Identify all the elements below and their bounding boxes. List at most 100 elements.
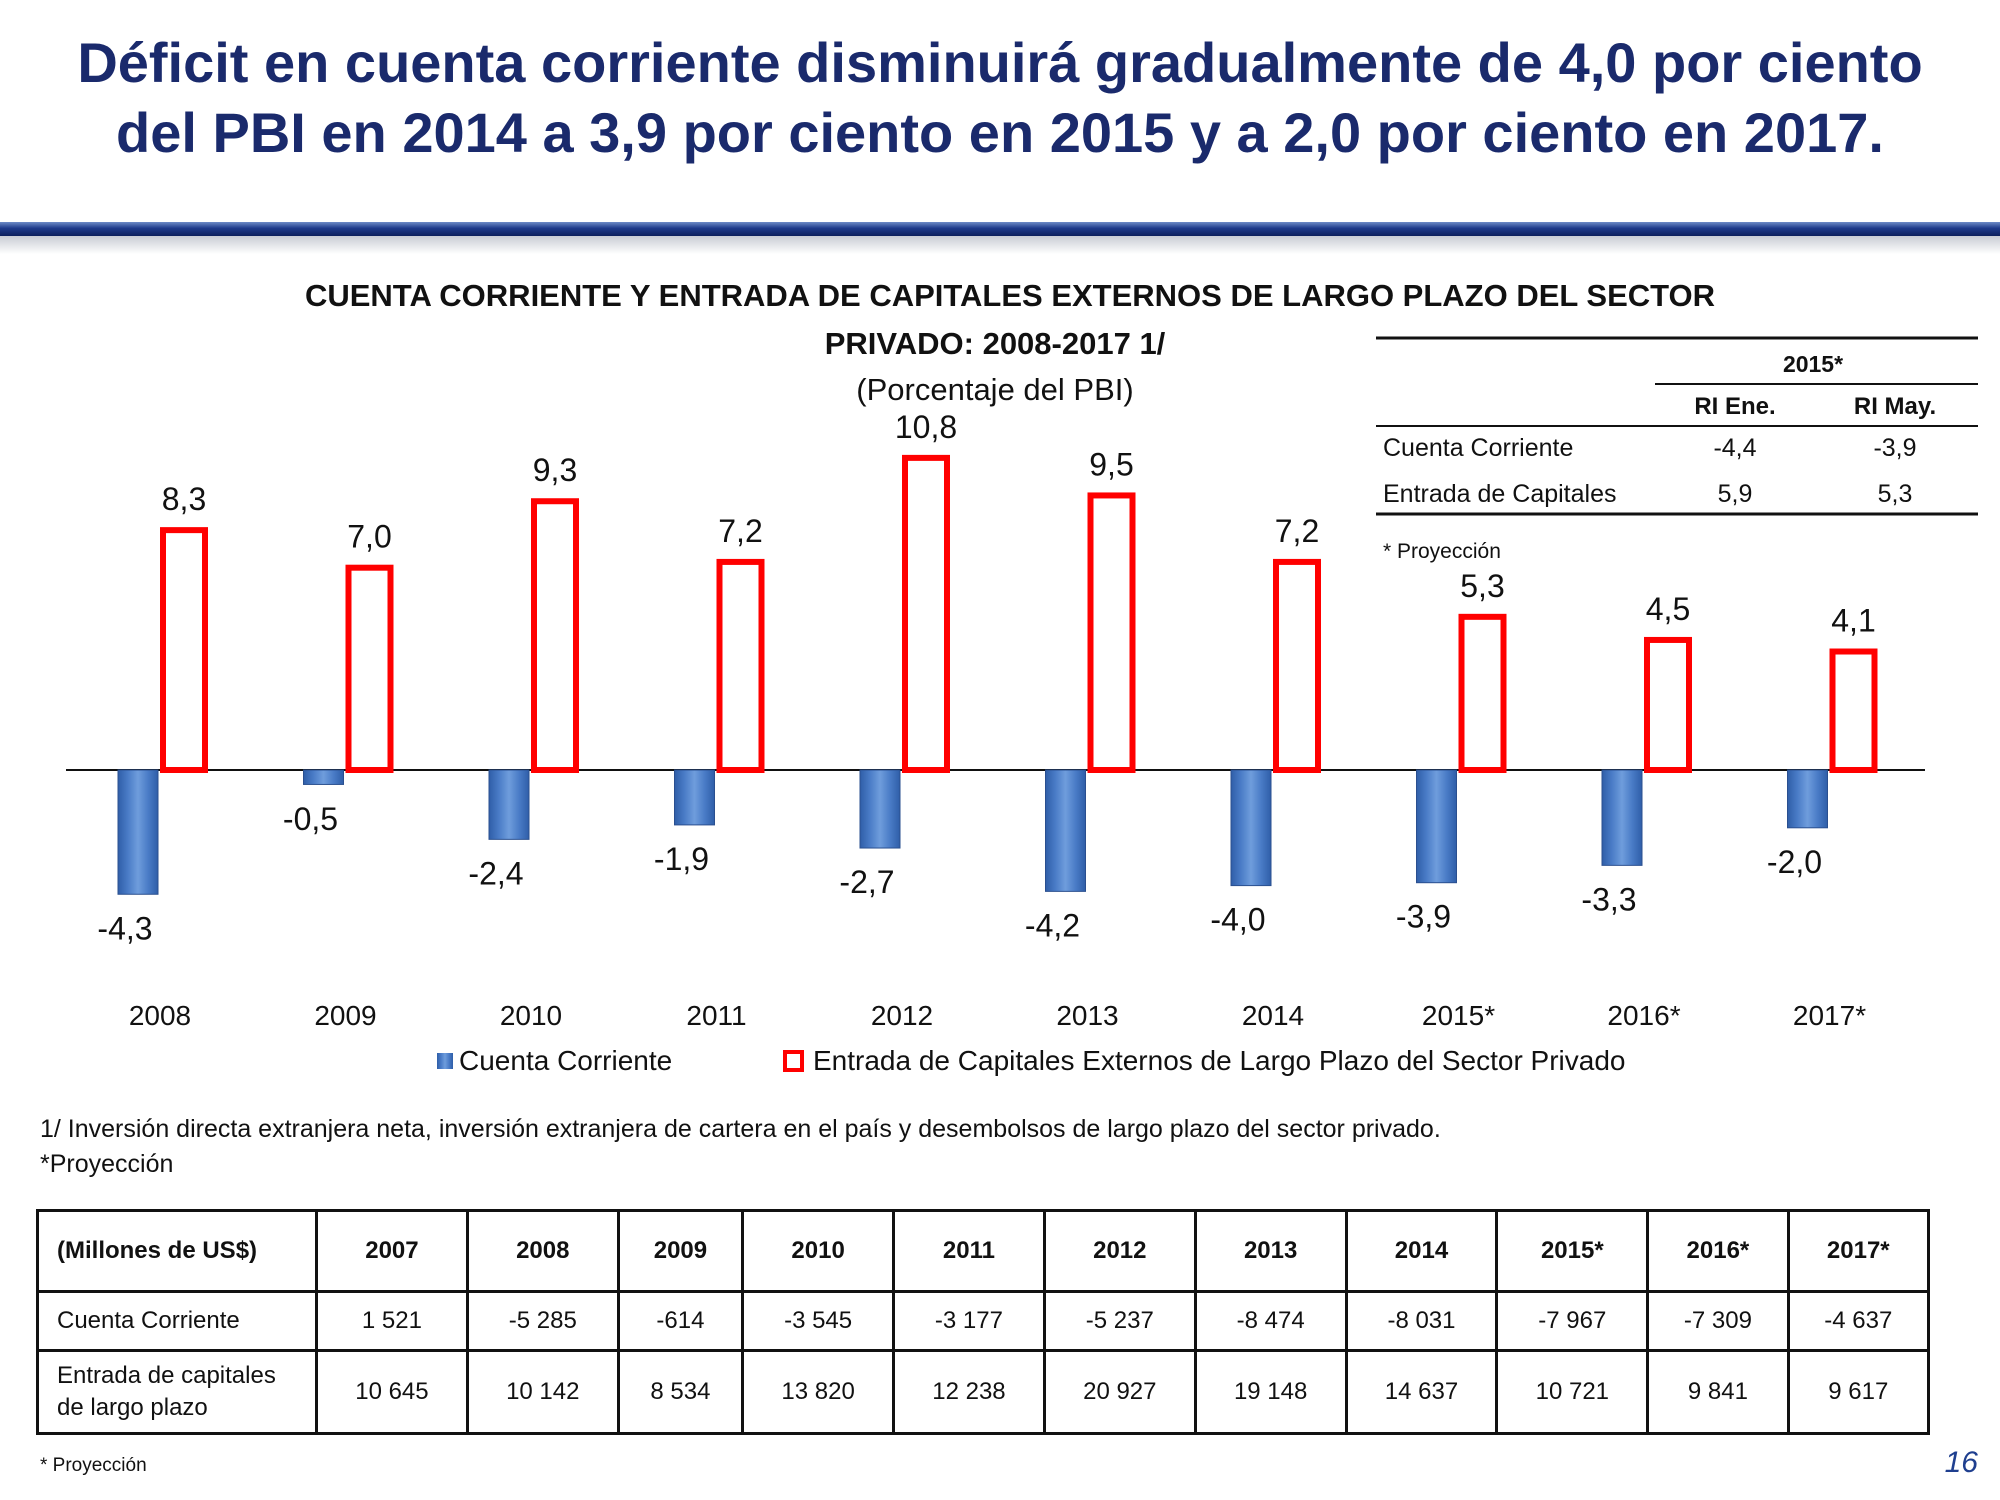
bar-entrada-capitales	[902, 454, 950, 773]
footnote-line2: *Proyección	[40, 1150, 174, 1178]
inset-col-ri-may: RI May.	[1854, 393, 1936, 420]
bar-cuenta-corriente	[488, 769, 530, 840]
table-header-label: (Millones de US$)	[36, 1209, 318, 1293]
x-tick-label: 2010	[500, 1000, 562, 1031]
data-label-cuenta-corriente: -4,3	[97, 910, 152, 946]
bar-entrada-capitales	[1458, 613, 1507, 774]
chart-footnote: 1/ Inversión directa extranjera neta, in…	[40, 1112, 1441, 1182]
table-header-year: 2010	[741, 1209, 896, 1293]
inset-row-label: Cuenta Corriente	[1383, 434, 1573, 462]
table-header-year: 2012	[1042, 1209, 1197, 1293]
bar-entrada-capitales	[345, 564, 394, 774]
table-row-label: Cuenta Corriente	[36, 1290, 318, 1352]
table-cell: 19 148	[1193, 1349, 1348, 1435]
bar-cuenta-corriente	[1787, 769, 1828, 829]
table-row-label: Entrada de capitales de largo plazo	[36, 1349, 318, 1435]
table-cell: -3 545	[741, 1290, 896, 1352]
table-cell: -5 285	[465, 1290, 620, 1352]
x-tick-label: 2015*	[1422, 1000, 1495, 1031]
table-row-label-line2: de largo plazo	[57, 1394, 208, 1421]
bar-cuenta-corriente	[1601, 769, 1643, 866]
bar-entrada-capitales	[531, 498, 579, 773]
bar-cuenta-corriente	[1230, 769, 1272, 887]
chart-subtitle: (Porcentaje del PBI)	[856, 372, 1133, 407]
inset-col-ri-ene: RI Ene.	[1694, 393, 1775, 420]
x-tick-label: 2014	[1242, 1000, 1304, 1031]
data-label-entrada-capitales: 4,5	[1646, 591, 1690, 627]
table-cell: -3 177	[892, 1290, 1046, 1352]
bar-cuenta-corriente	[117, 769, 159, 895]
slide-title-line2: del PBI en 2014 a 3,9 por ciento en 2015…	[116, 101, 1884, 164]
table-cell: -4 637	[1786, 1290, 1931, 1352]
table-cell: 9 617	[1786, 1349, 1931, 1435]
inset-table: 2015* RI Ene. RI May. Cuenta Corriente -…	[1376, 336, 1978, 563]
table-cell: -5 237	[1042, 1290, 1197, 1352]
table-cell: -7 967	[1495, 1290, 1650, 1352]
chart-title-line1: CUENTA CORRIENTE Y ENTRADA DE CAPITALES …	[305, 278, 1715, 313]
data-label-cuenta-corriente: -2,7	[839, 864, 894, 900]
table-header-year: 2016*	[1646, 1209, 1790, 1293]
data-label-entrada-capitales: 4,1	[1831, 603, 1875, 639]
table-cell: -7 309	[1646, 1290, 1790, 1352]
data-label-entrada-capitales: 7,2	[718, 513, 762, 549]
table-header-year: 2011	[892, 1209, 1046, 1293]
bars-layer	[117, 454, 1878, 895]
legend: Cuenta Corriente Entrada de Capitales Ex…	[437, 1045, 1625, 1076]
data-table: (Millones de US$) 2007 2008 2009 2010 20…	[36, 1209, 1931, 1435]
table-cell: 1 521	[315, 1290, 469, 1352]
bar-cuenta-corriente	[1416, 769, 1457, 884]
legend-label-cuenta-corriente: Cuenta Corriente	[459, 1045, 672, 1076]
table-row: Cuenta Corriente 1 521 -5 285 -614 -3 54…	[36, 1290, 1931, 1352]
inset-group-header: 2015*	[1783, 351, 1843, 377]
table-cell: 10 721	[1495, 1349, 1650, 1435]
legend-label-entrada-capitales: Entrada de Capitales Externos de Largo P…	[813, 1045, 1625, 1076]
page-number: 16	[1944, 1446, 1978, 1479]
data-label-entrada-capitales: 9,3	[533, 452, 577, 488]
inset-cell: 5,9	[1718, 480, 1753, 508]
x-tick-label: 2011	[686, 1000, 746, 1031]
table-header-year: 2014	[1344, 1209, 1499, 1293]
bar-cuenta-corriente	[859, 769, 901, 849]
bar-cuenta-corriente	[1045, 769, 1086, 892]
chart-title-line2: PRIVADO: 2008-2017 1/	[825, 326, 1166, 361]
bottom-note: * Proyección	[40, 1455, 147, 1476]
inset-cell: 5,3	[1878, 480, 1913, 508]
data-label-entrada-capitales: 10,8	[895, 409, 957, 445]
table-cell: -8 031	[1344, 1290, 1499, 1352]
table-cell: 9 841	[1646, 1349, 1790, 1435]
header-divider-shadow	[0, 236, 2000, 254]
table-row-label-line1: Entrada de capitales	[57, 1362, 276, 1389]
data-label-cuenta-corriente: -2,4	[468, 855, 523, 891]
x-tick-label: 2013	[1056, 1000, 1118, 1031]
slide-title-line1: Déficit en cuenta corriente disminuirá g…	[77, 31, 1923, 94]
bar-entrada-capitales	[1273, 558, 1321, 773]
table-cell: 20 927	[1042, 1349, 1197, 1435]
table-header-year: 2008	[465, 1209, 620, 1293]
legend-marker-cuenta-corriente	[437, 1053, 453, 1069]
table-header-year: 2007	[315, 1209, 469, 1293]
data-label-entrada-capitales: 5,3	[1460, 568, 1504, 604]
table-cell: 13 820	[741, 1349, 896, 1435]
data-label-cuenta-corriente: -0,5	[283, 801, 338, 837]
slide-title: Déficit en cuenta corriente disminuirá g…	[0, 28, 2000, 168]
inset-cell: -3,9	[1873, 434, 1916, 462]
data-label-entrada-capitales: 8,3	[162, 481, 206, 517]
table-header-year: 2015*	[1495, 1209, 1650, 1293]
bar-cuenta-corriente	[303, 769, 344, 785]
table-header-row: (Millones de US$) 2007 2008 2009 2010 20…	[36, 1209, 1931, 1293]
labels-layer: 8,3 -4,3 2008 7,0 -0,5 2009 9,3 -2,4 2010 7,2 -1,9…	[97, 409, 1875, 1031]
bar-entrada-capitales	[160, 527, 208, 773]
table-cell: 12 238	[892, 1349, 1046, 1435]
data-label-cuenta-corriente: -3,3	[1581, 881, 1636, 917]
data-label-cuenta-corriente: -4,0	[1210, 902, 1265, 938]
table-header-year: 2009	[616, 1209, 745, 1293]
data-label-cuenta-corriente: -3,9	[1396, 899, 1451, 935]
table-header-year: 2013	[1193, 1209, 1348, 1293]
bar-entrada-capitales	[1829, 648, 1878, 774]
chart: CUENTA CORRIENTE Y ENTRADA DE CAPITALES …	[66, 278, 1978, 1076]
inset-cell: -4,4	[1713, 434, 1756, 462]
data-label-entrada-capitales: 7,2	[1275, 513, 1319, 549]
footnote-line1: 1/ Inversión directa extranjera neta, in…	[40, 1115, 1441, 1143]
x-tick-label: 2009	[314, 1000, 376, 1031]
bar-entrada-capitales	[1087, 492, 1136, 773]
